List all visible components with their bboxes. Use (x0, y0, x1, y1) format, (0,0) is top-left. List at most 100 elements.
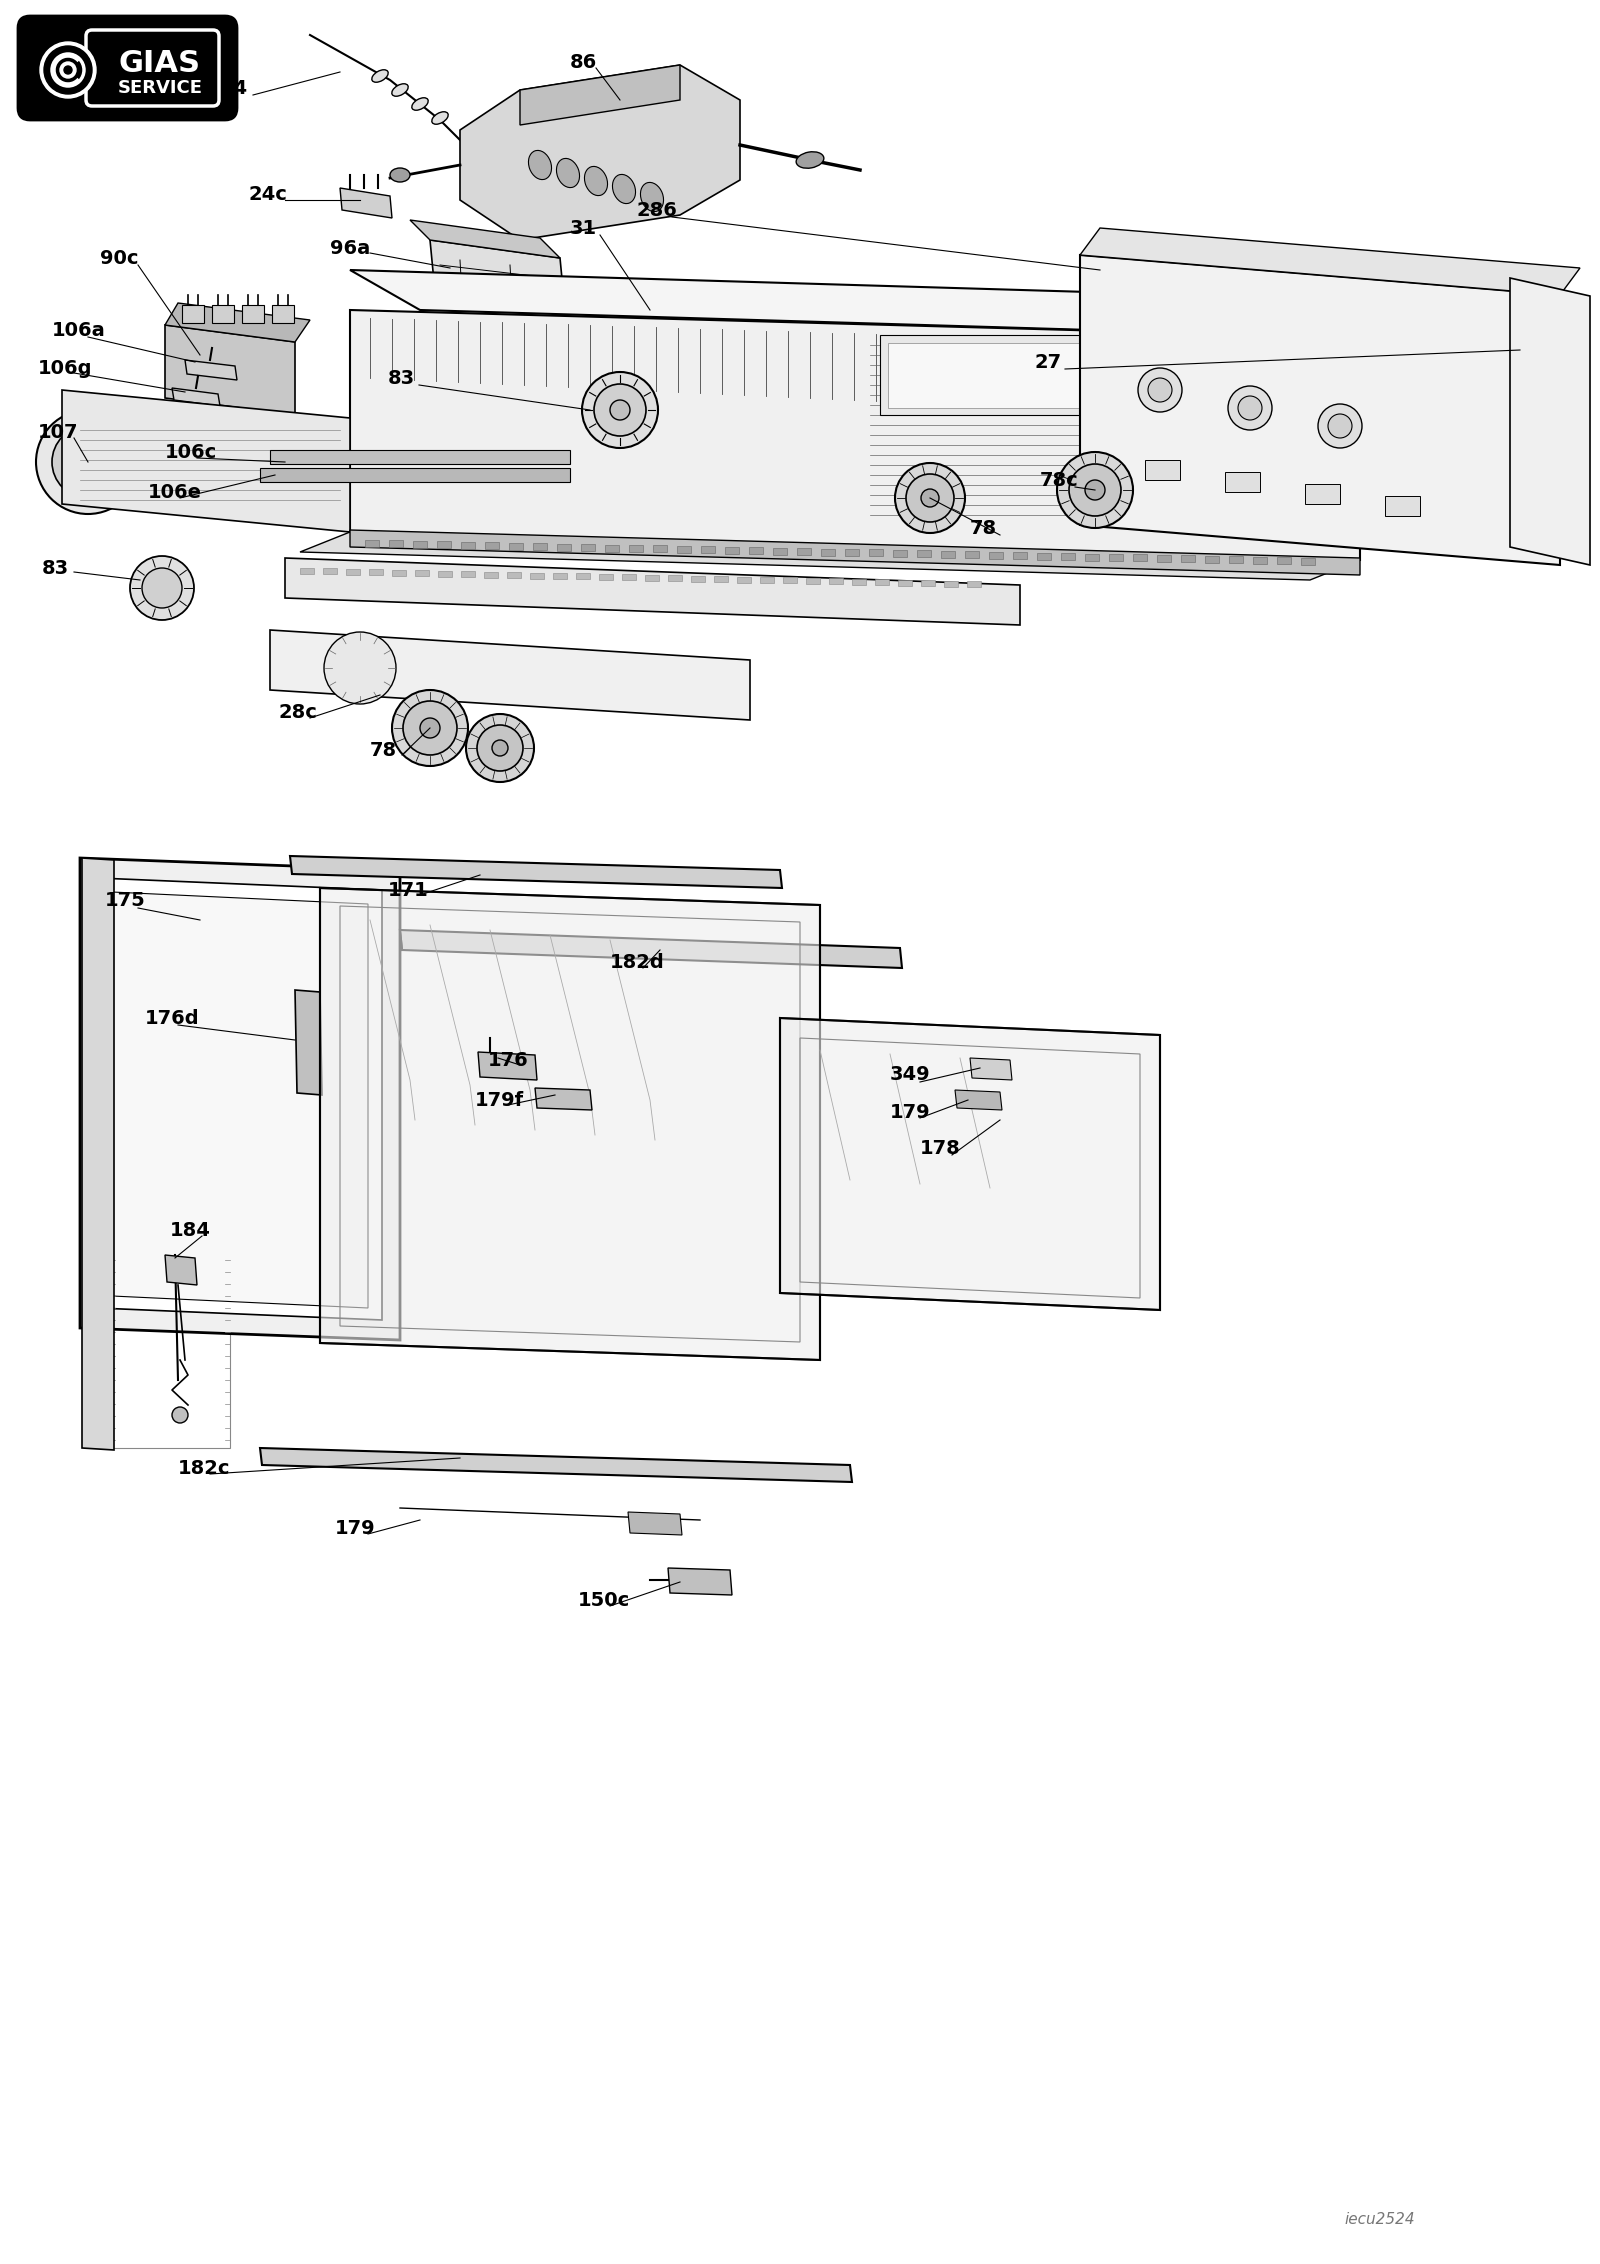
Circle shape (82, 455, 94, 469)
Text: 106e: 106e (147, 482, 202, 503)
Bar (533, 543, 547, 550)
Circle shape (1085, 480, 1106, 500)
Polygon shape (165, 303, 310, 342)
Bar (1085, 552, 1099, 561)
Bar (1133, 555, 1147, 561)
Bar (669, 575, 682, 582)
Polygon shape (112, 892, 368, 1309)
Circle shape (173, 1406, 189, 1424)
Bar (1146, 460, 1181, 480)
Bar (1013, 552, 1027, 559)
Ellipse shape (432, 111, 448, 125)
Bar (554, 573, 566, 580)
Bar (110, 1247, 230, 1449)
Bar (1229, 557, 1243, 564)
Bar (1277, 557, 1291, 564)
Circle shape (1238, 396, 1262, 421)
Bar (346, 568, 360, 575)
Text: 27: 27 (1035, 353, 1062, 371)
Bar (797, 548, 811, 555)
Circle shape (40, 43, 96, 97)
Text: 86: 86 (570, 52, 597, 72)
Polygon shape (62, 389, 350, 532)
Polygon shape (669, 1569, 733, 1596)
Bar (259, 469, 570, 482)
Bar (782, 577, 797, 584)
Circle shape (894, 464, 965, 532)
Bar (392, 571, 406, 575)
Text: 176d: 176d (146, 1007, 200, 1028)
Polygon shape (520, 66, 680, 125)
Ellipse shape (411, 97, 429, 111)
Text: 78: 78 (970, 518, 997, 537)
Bar (869, 550, 883, 557)
Bar (829, 577, 843, 584)
Polygon shape (430, 240, 565, 310)
Polygon shape (627, 1512, 682, 1535)
Bar (323, 568, 338, 575)
Polygon shape (290, 856, 782, 887)
Polygon shape (80, 858, 400, 1340)
Bar (507, 573, 522, 577)
Bar (944, 580, 958, 586)
Bar (211, 306, 234, 324)
Ellipse shape (584, 168, 608, 195)
Circle shape (51, 54, 83, 86)
Text: 106a: 106a (51, 321, 106, 340)
Text: 31: 31 (570, 220, 597, 238)
Bar (182, 306, 205, 324)
Bar (485, 543, 499, 550)
Polygon shape (259, 1449, 851, 1483)
FancyBboxPatch shape (86, 29, 219, 106)
Text: 182d: 182d (610, 953, 664, 971)
Polygon shape (294, 989, 322, 1096)
Polygon shape (1080, 229, 1581, 294)
Bar (966, 582, 981, 586)
Bar (653, 546, 667, 552)
Bar (438, 571, 453, 577)
FancyBboxPatch shape (18, 16, 237, 120)
Bar (270, 451, 570, 464)
Polygon shape (320, 887, 819, 1361)
Text: 96a: 96a (330, 238, 370, 258)
Bar (557, 543, 571, 550)
Circle shape (1058, 453, 1133, 528)
Text: 90c: 90c (99, 249, 139, 267)
Bar (851, 580, 866, 584)
Bar (272, 306, 294, 324)
Bar (509, 543, 523, 550)
Text: 83: 83 (42, 559, 69, 577)
Text: 107: 107 (38, 423, 78, 441)
Text: 28c: 28c (278, 702, 317, 722)
Circle shape (1069, 464, 1122, 516)
Polygon shape (461, 66, 739, 240)
Text: 179f: 179f (475, 1091, 525, 1109)
Bar (677, 546, 691, 552)
Bar (437, 541, 451, 548)
Bar (1157, 555, 1171, 561)
Bar (691, 575, 706, 582)
Bar (738, 577, 750, 582)
Text: SERVICE: SERVICE (117, 79, 203, 97)
Polygon shape (478, 1053, 538, 1080)
Ellipse shape (390, 168, 410, 181)
Ellipse shape (371, 70, 389, 82)
Bar (989, 552, 1003, 559)
Circle shape (1318, 403, 1362, 448)
Bar (880, 335, 1130, 414)
Polygon shape (781, 1019, 1160, 1311)
Text: 349: 349 (890, 1066, 931, 1084)
Polygon shape (350, 269, 1360, 337)
Polygon shape (955, 1089, 1002, 1109)
Bar (1253, 557, 1267, 564)
Bar (365, 541, 379, 548)
Bar (301, 568, 314, 575)
Text: 184: 184 (170, 1220, 211, 1238)
Circle shape (45, 45, 93, 95)
Bar (888, 344, 1123, 408)
Circle shape (130, 557, 194, 620)
Bar (875, 580, 890, 586)
Bar (370, 568, 382, 575)
Text: 83: 83 (387, 369, 414, 387)
Circle shape (403, 702, 458, 754)
